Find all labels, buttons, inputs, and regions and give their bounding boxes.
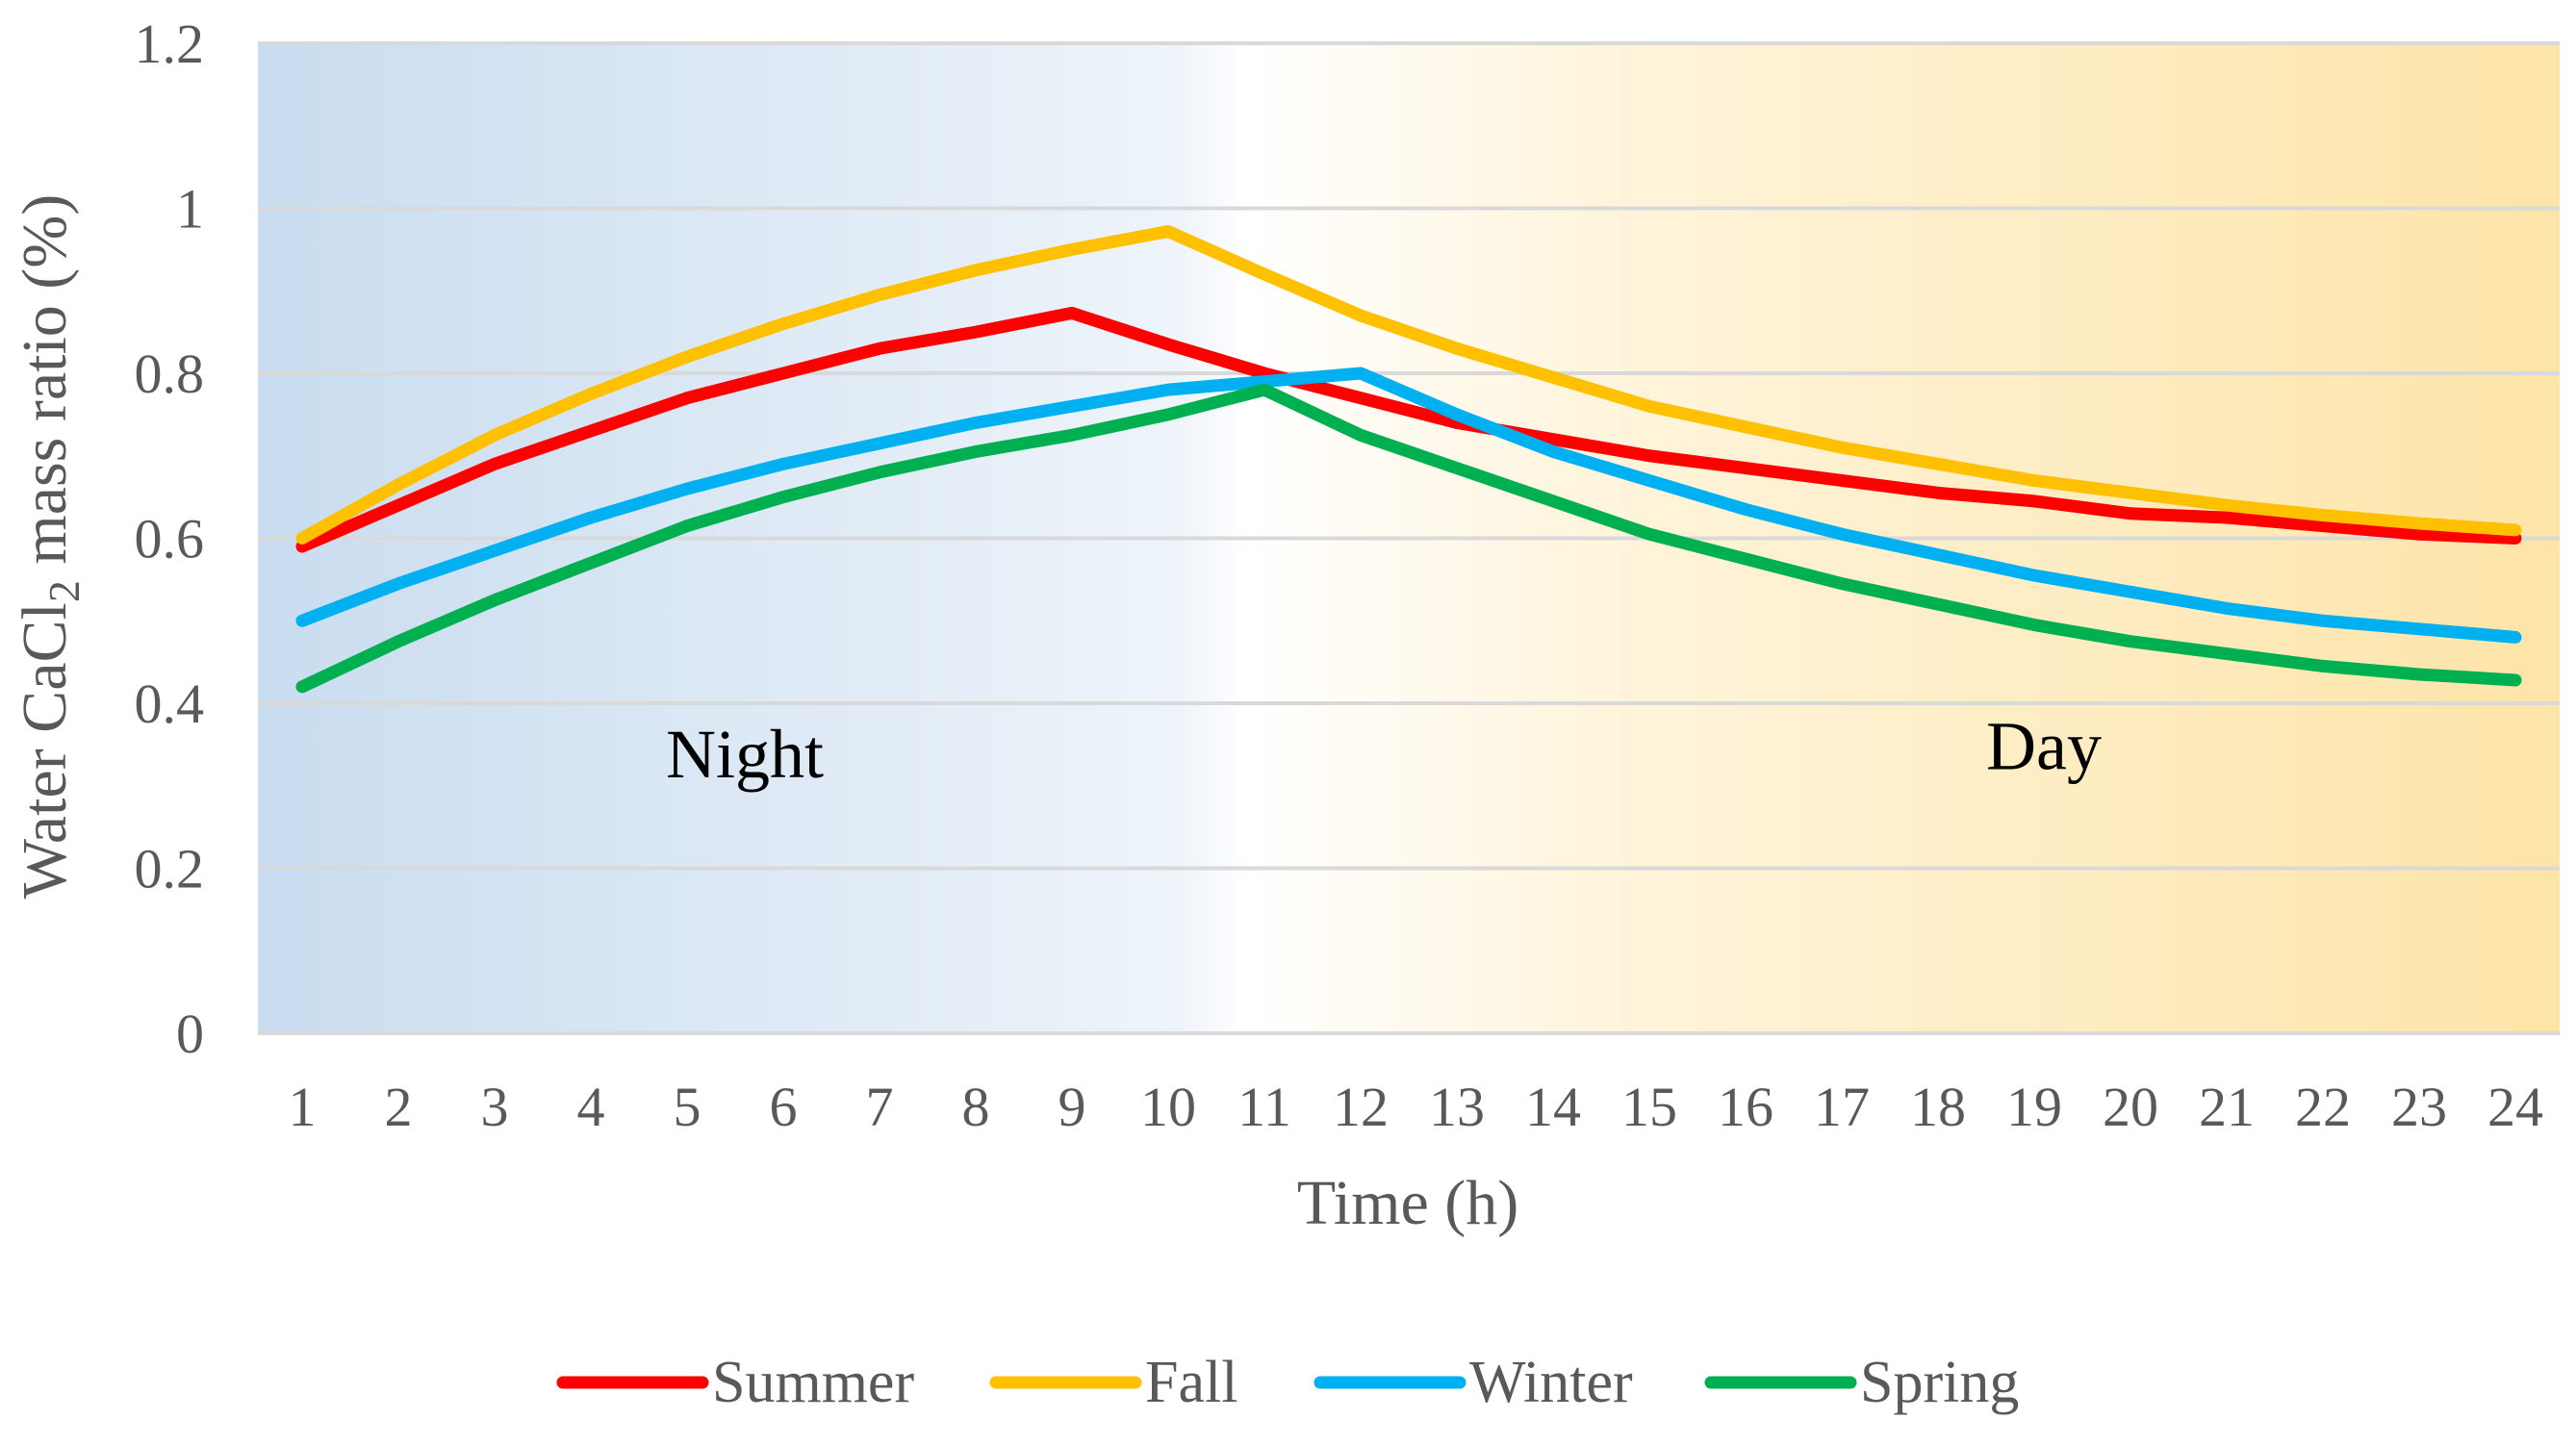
- x-tick-label: 19: [2006, 1076, 2062, 1138]
- y-axis-ticks: 0 0.2 0.4 0.6 0.8 1 1.2: [135, 13, 205, 1065]
- y-tick-label: 0.6: [135, 508, 205, 570]
- x-tick-label: 2: [385, 1076, 413, 1138]
- y-tick-label: 0.8: [135, 342, 205, 405]
- legend-label-fall: Fall: [1145, 1350, 1237, 1415]
- series-line-spring: [295, 383, 2522, 694]
- x-tick-label: 9: [1058, 1076, 1086, 1138]
- y-tick-label: 0: [176, 1002, 204, 1065]
- y-tick-label: 0.4: [135, 672, 205, 735]
- series-line-winter: [295, 367, 2522, 644]
- legend-label-summer: Summer: [712, 1350, 914, 1415]
- series-line-summer: [295, 306, 2522, 553]
- x-tick-label: 14: [1525, 1076, 1581, 1138]
- x-tick-label: 18: [1910, 1076, 1966, 1138]
- x-tick-label: 17: [1814, 1076, 1870, 1138]
- x-tick-label: 6: [770, 1076, 798, 1138]
- x-tick-label: 22: [2295, 1076, 2351, 1138]
- x-tick-label: 4: [577, 1076, 605, 1138]
- x-tick-label: 13: [1429, 1076, 1485, 1138]
- x-axis-title: Time (h): [1297, 1168, 1518, 1238]
- series-line-fall: [295, 225, 2522, 545]
- x-tick-label: 23: [2391, 1076, 2447, 1138]
- x-tick-label: 11: [1237, 1076, 1291, 1138]
- x-tick-label: 5: [674, 1076, 701, 1138]
- x-tick-label: 1: [289, 1076, 317, 1138]
- x-tick-label: 3: [481, 1076, 509, 1138]
- series-lines: [295, 225, 2522, 694]
- x-tick-label: 21: [2199, 1076, 2255, 1138]
- x-tick-label: 24: [2487, 1076, 2543, 1138]
- x-tick-label: 10: [1140, 1076, 1196, 1138]
- x-tick-label: 16: [1718, 1076, 1773, 1138]
- legend: Summer Fall Winter Spring: [556, 1350, 2019, 1415]
- y-tick-label: 1.2: [135, 13, 205, 75]
- x-tick-label: 12: [1333, 1076, 1389, 1138]
- x-tick-label: 8: [962, 1076, 990, 1138]
- x-tick-label: 7: [866, 1076, 894, 1138]
- y-axis-title: Water CaCl2 mass ratio (%): [10, 194, 89, 899]
- x-tick-label: 15: [1621, 1076, 1677, 1138]
- x-tick-label: 20: [2103, 1076, 2158, 1138]
- x-axis-ticks: 1 2 3 4 5 6 7 8 9 10 11 12 13 14 15 16 17 18 19 20 21 22 23 24: [289, 1076, 2544, 1138]
- annotation-night: Night: [666, 716, 824, 793]
- legend-label-winter: Winter: [1469, 1350, 1633, 1415]
- y-tick-label: 0.2: [135, 838, 205, 900]
- annotation-day: Day: [1986, 708, 2102, 785]
- legend-label-spring: Spring: [1860, 1350, 2019, 1415]
- y-tick-label: 1: [176, 178, 204, 241]
